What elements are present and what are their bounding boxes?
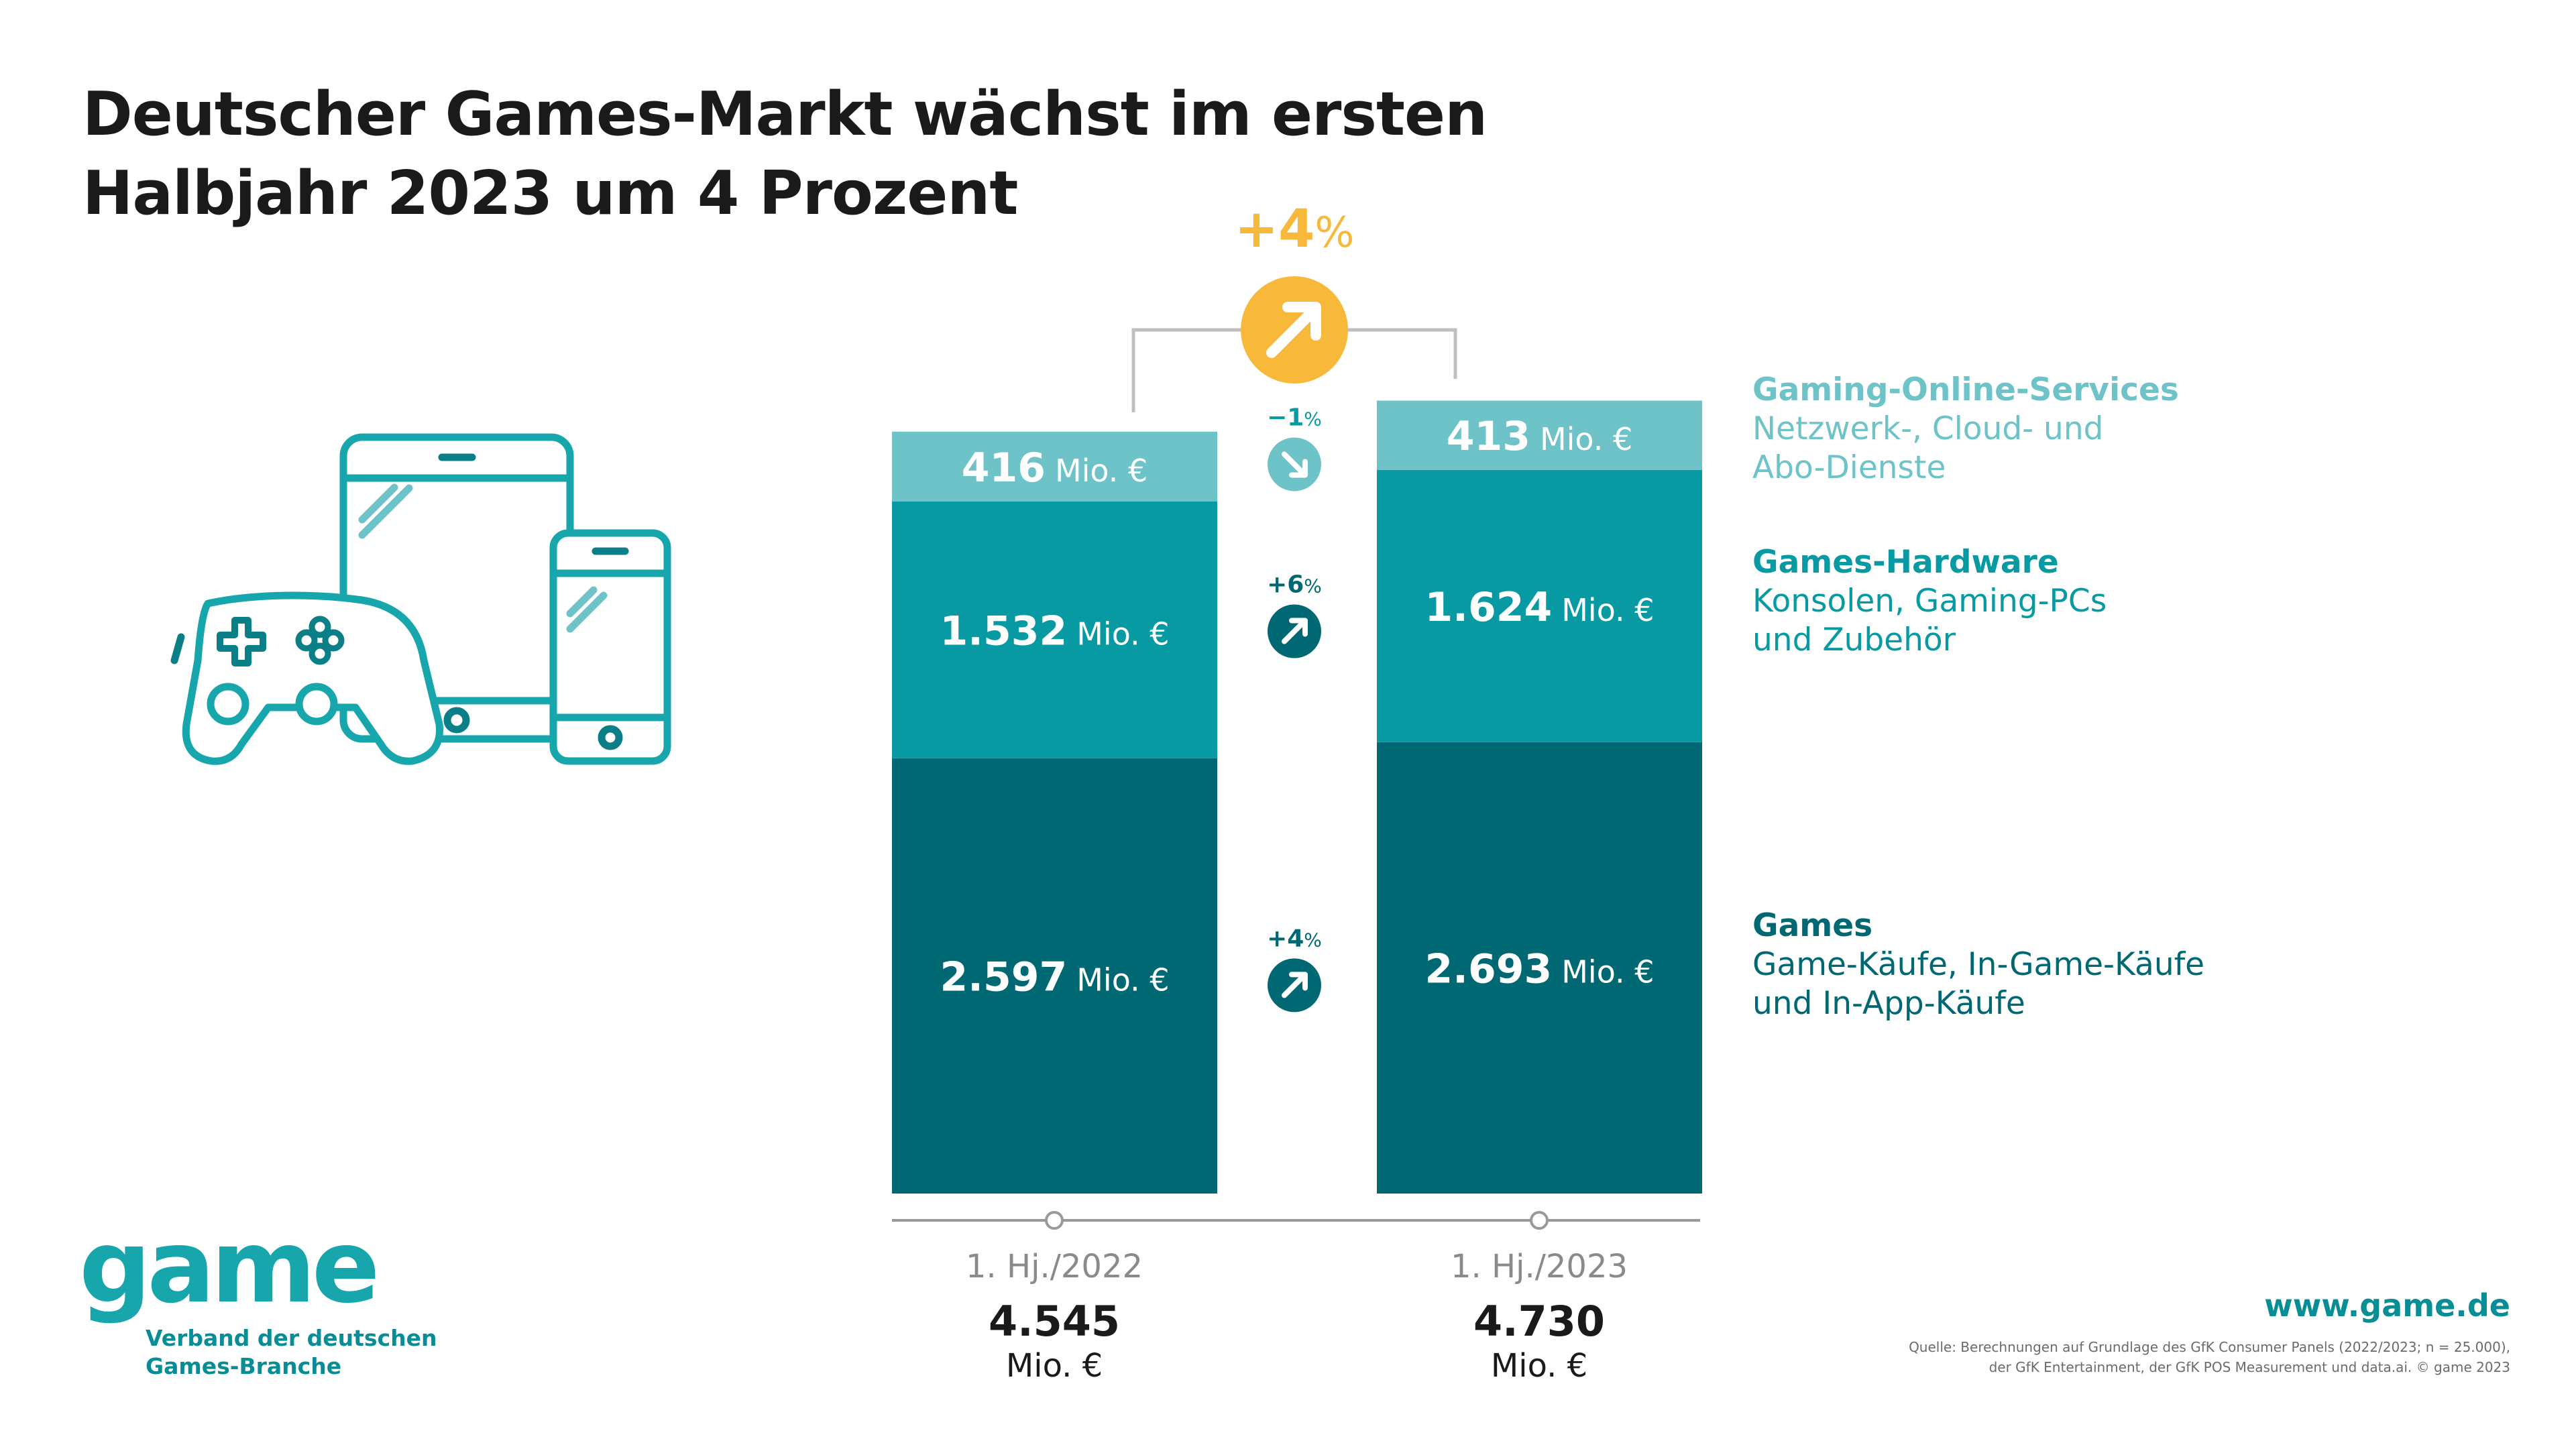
bar-hardware-2022 [892,501,1217,758]
title-line-1: Deutscher Games-Markt wächst im ersten [82,79,1488,150]
change-badge-hardware [1268,604,1321,658]
change-badge-online-services [1268,437,1321,491]
legend-games-title: Games [1752,907,1873,944]
change-label-hardware: +6% [1267,571,1322,599]
source-line-2: der GfK Entertainment, der GfK POS Measu… [1989,1359,2510,1375]
total-value-2023: 4.730 [1473,1297,1605,1346]
legend-online-services-line-1: Netzwerk-, Cloud- und [1752,410,2104,447]
logo-subtitle: Verband der deutschen Games-Branche [146,1324,437,1381]
legend-hardware-title: Games-Hardware [1752,544,2059,581]
value-label-games-2022: 2.597 Mio. € [940,953,1169,1000]
legend-games-line-2: und In-App-Käufe [1752,985,2025,1022]
overall-growth-percent-sign: % [1314,208,1354,257]
logo-subtitle-line-2: Games-Branche [146,1353,342,1379]
arrow-up-right-icon [1266,302,1321,358]
bar-online-services-2022 [892,431,1217,502]
source-note: Quelle: Berechnungen auf Grundlage des G… [1909,1337,2510,1377]
arrow-up-right-icon [1282,618,1308,644]
game-logo: game [79,1209,380,1326]
legend-online-services-line-2: Abo-Dienste [1752,449,1946,486]
change-label-games: +4% [1267,925,1322,952]
bar-online-services-2023 [1377,400,1702,470]
value-label-games-2023: 2.693 Mio. € [1424,945,1654,992]
bar-games-2023 [1377,742,1702,1194]
smartphone-icon [549,529,671,765]
arrow-down-right-icon [1282,451,1308,478]
value-label-online-services-2022: 416 Mio. € [962,445,1148,491]
gamepad-icon [170,591,443,765]
legend-online-services: Gaming-Online-Services Netzwerk-, Cloud-… [1752,371,2179,487]
title-line-2: Halbjahr 2023 um 4 Prozent [82,158,1018,229]
change-badge-games [1268,958,1321,1012]
devices-illustration [170,433,671,765]
value-label-hardware-2022: 1.532 Mio. € [940,607,1169,654]
legend-hardware-line-2: und Zubehör [1752,622,1956,658]
x-axis [892,1211,1700,1230]
legend-online-services-title: Gaming-Online-Services [1752,371,2179,408]
category-label-2023: 1. Hj./2023 [1451,1248,1628,1285]
category-label-2022: 1. Hj./2022 [966,1248,1143,1285]
growth-connector [1131,328,1457,412]
source-line-1: Quelle: Berechnungen auf Grundlage des G… [1909,1339,2510,1355]
overall-growth-badge [1241,276,1348,384]
value-label-online-services-2023: 413 Mio. € [1447,413,1633,460]
arrow-up-right-icon [1282,972,1308,998]
axis-tick-2022 [1045,1211,1064,1230]
total-value-2022: 4.545 [989,1297,1120,1346]
overall-growth-label: +4% [1235,199,1355,259]
legend-games: Games Game-Käufe, In-Game-Käufe und In-A… [1752,907,2204,1023]
bar-hardware-2023 [1377,469,1702,742]
logo-subtitle-line-1: Verband der deutschen [146,1325,437,1351]
bar-games-2022 [892,758,1217,1194]
legend-games-line-1: Game-Käufe, In-Game-Käufe [1752,946,2205,983]
legend-hardware: Games-Hardware Konsolen, Gaming-PCs und … [1752,543,2107,660]
axis-tick-2023 [1530,1211,1549,1230]
overall-growth-value: +4 [1235,199,1315,259]
total-unit-2023: Mio. € [1491,1347,1587,1385]
website-link[interactable]: www.game.de [2264,1287,2510,1324]
total-unit-2022: Mio. € [1006,1347,1103,1385]
page-title: Deutscher Games-Markt wächst im ersten H… [82,75,1625,233]
change-label-online-services: −1% [1267,404,1322,431]
value-label-hardware-2023: 1.624 Mio. € [1424,584,1654,631]
legend-hardware-line-1: Konsolen, Gaming-PCs [1752,583,2107,620]
